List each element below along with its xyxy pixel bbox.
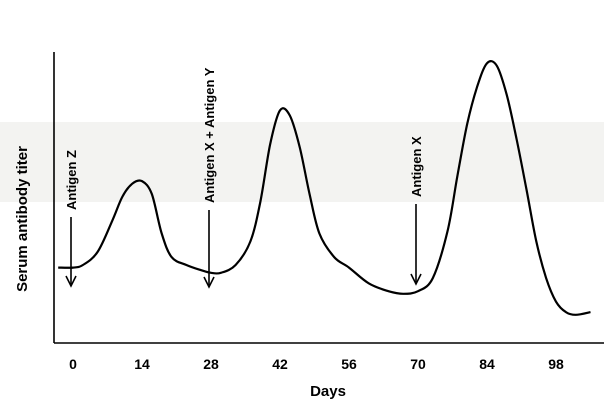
annotation-label-2: Antigen X + Antigen Y: [202, 67, 217, 203]
x-tick-label-98: 98: [548, 356, 564, 372]
y-axis-label: Serum antibody titer: [14, 146, 31, 292]
series-group: [58, 60, 591, 316]
x-tick-label-84: 84: [479, 356, 495, 372]
x-axis-label: Days: [310, 383, 346, 400]
x-tick-label-56: 56: [341, 356, 357, 372]
annotation-2: Antigen X + Antigen Y: [202, 67, 217, 289]
x-tick-label-14: 14: [134, 356, 150, 372]
x-tick-label-0: 0: [69, 356, 77, 372]
x-tick-label-42: 42: [272, 356, 288, 372]
annotation-arrow-head-3: [410, 273, 422, 286]
annotation-label-1: Antigen Z: [64, 150, 79, 210]
x-tick-label-28: 28: [203, 356, 219, 372]
annotation-arrow-head-1: [65, 275, 77, 288]
x-tick-label-70: 70: [410, 356, 426, 372]
annotation-group: Antigen Z Antigen X + Antigen Y Antigen X: [64, 67, 424, 289]
x-tick-labels: 0 14 28 42 56 70 84 98: [69, 356, 564, 372]
annotation-1: Antigen Z: [64, 150, 79, 288]
annotation-label-3: Antigen X: [409, 136, 424, 197]
annotation-arrow-head-2: [203, 276, 215, 289]
annotation-3: Antigen X: [409, 136, 424, 286]
antibody-titer-curve: [58, 60, 591, 316]
axes: [53, 52, 604, 344]
